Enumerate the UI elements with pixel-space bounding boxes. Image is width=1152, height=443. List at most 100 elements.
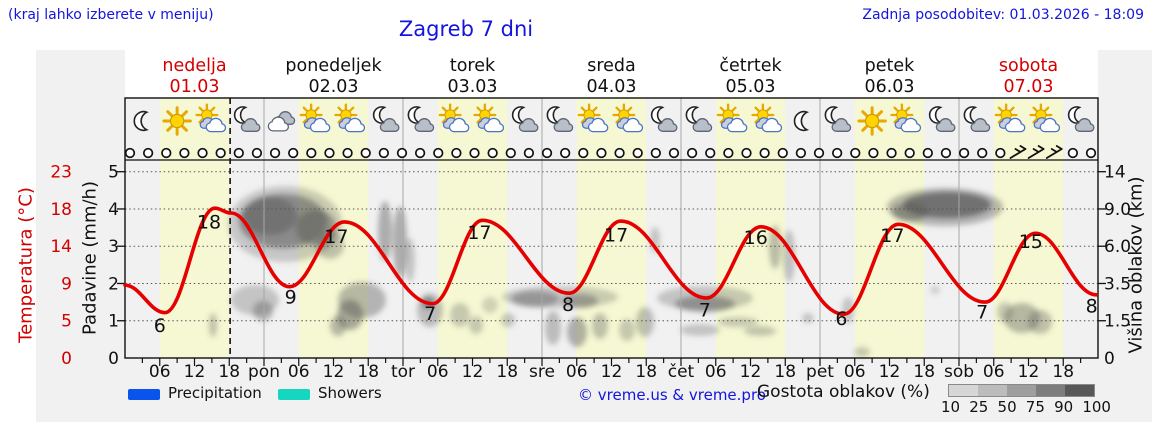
wind-calm-icon	[1085, 147, 1097, 159]
cloud-density-blob	[511, 291, 559, 307]
temperature-point-label: 18	[197, 211, 221, 233]
day-name-label: torek	[450, 56, 496, 76]
wind-calm-icon	[179, 147, 190, 159]
cloud-density-blob	[450, 303, 470, 327]
wind-calm-icon	[741, 147, 752, 159]
precipitation-tick-label: 5	[108, 163, 119, 183]
wind-calm-icon	[396, 147, 408, 159]
cloud-icon	[553, 118, 574, 132]
day-date-label: 06.03	[864, 77, 914, 97]
sun-cloud-weather-icon	[334, 103, 366, 133]
moon-weather-icon	[133, 110, 149, 132]
showers-legend-label: Showers	[318, 384, 382, 402]
time-axis-label: 18	[913, 362, 935, 382]
cloud-density-blob	[482, 297, 498, 313]
cloud-density-blob	[854, 347, 870, 357]
wind-calm-icon	[668, 147, 680, 159]
sun-cloud-weather-icon	[577, 103, 609, 133]
moon-cloud-weather-icon	[546, 106, 574, 132]
cloud-icon	[414, 118, 435, 132]
moon-icon	[372, 106, 387, 124]
sun-cloud-weather-icon	[612, 103, 644, 133]
temperature-tick-label: 23	[50, 163, 72, 183]
cloud-height-tick-label: 6.0	[1104, 237, 1131, 257]
moon-cloud-weather-icon	[824, 106, 852, 132]
moon-icon	[685, 106, 700, 124]
precipitation-tick-label: 4	[108, 200, 119, 220]
cloud-height-tick-label: 3.5	[1104, 274, 1131, 294]
cloud-density-gradient-step	[949, 385, 978, 396]
cloud-icon	[344, 117, 366, 133]
cloud-height-tick-label: 9.0	[1104, 200, 1131, 220]
wind-calm-icon	[215, 147, 226, 159]
precipitation-tick-label: 0	[108, 349, 119, 369]
wind-calm-icon	[813, 147, 825, 159]
showers-swatch	[278, 389, 310, 400]
day-date-label: 01.03	[169, 77, 219, 97]
day-name-label: četrtek	[719, 56, 782, 76]
moon-icon	[928, 106, 943, 124]
wind-barb-icon	[1009, 145, 1027, 159]
cloud-density-blob	[209, 313, 217, 337]
cloud-density-gradient-step	[1036, 385, 1065, 396]
time-axis-label: sre	[529, 362, 555, 382]
time-axis-label: pon	[248, 362, 280, 382]
wind-calm-icon	[360, 147, 371, 159]
cloud-density-blob	[592, 313, 608, 339]
precipitation-swatch	[128, 389, 160, 400]
time-axis-label: 06	[149, 362, 171, 382]
time-axis-label: 18	[635, 362, 657, 382]
wind-calm-icon	[705, 147, 716, 159]
temperature-tick-label: 0	[61, 349, 72, 369]
cloud-icon	[657, 118, 678, 132]
cloud-height-tick-label: 0	[1104, 349, 1115, 369]
time-axis-label: sob	[944, 362, 974, 382]
wind-calm-icon	[560, 147, 571, 159]
moon-icon	[963, 106, 978, 124]
cloud-icon	[267, 116, 290, 132]
cloud-icon	[483, 117, 505, 133]
wind-calm-icon	[269, 147, 281, 159]
copyright-link[interactable]: © vreme.us & vreme.pro	[578, 386, 766, 404]
temperature-point-label: 7	[699, 300, 711, 322]
cloud-icon	[1074, 118, 1095, 132]
time-axis-label: 06	[983, 362, 1005, 382]
cloud-density-blob	[842, 297, 854, 323]
wind-calm-icon	[614, 147, 625, 159]
wind-calm-icon	[995, 147, 1006, 159]
cloud-icon	[518, 118, 539, 132]
precipitation-legend-label: Precipitation	[168, 384, 262, 402]
moon-icon	[824, 106, 839, 124]
sun-icon	[438, 103, 462, 127]
cloud-density-blob	[253, 301, 273, 321]
wind-calm-icon	[904, 147, 915, 159]
time-axis-label: pet	[806, 362, 834, 382]
temperature-tick-label: 18	[50, 200, 72, 220]
sun-cloud-weather-icon	[716, 103, 748, 133]
wind-calm-icon	[342, 147, 353, 159]
temperature-point-label: 6	[835, 308, 847, 330]
moon-cloud-weather-icon	[1067, 106, 1095, 132]
cloud-density-tick: 75	[1025, 398, 1045, 416]
cloud-height-tick-label: 14	[1104, 163, 1126, 183]
wind-calm-icon	[124, 147, 136, 159]
cloud-weather-icon	[267, 111, 296, 132]
cloud-icon	[831, 118, 852, 132]
wind-barb-icon	[1045, 145, 1063, 159]
day-date-label: 05.03	[725, 77, 775, 97]
location-hint: (kraj lahko izberete v meniju)	[8, 7, 214, 23]
cloud-icon	[1039, 117, 1061, 133]
wind-calm-icon	[578, 147, 589, 159]
wind-calm-icon	[233, 147, 244, 159]
cloud-density-blob	[718, 317, 758, 327]
temperature-point-label: 17	[604, 224, 628, 246]
cloud-icon	[900, 117, 922, 133]
wind-calm-icon	[958, 147, 970, 159]
daylight-band	[159, 98, 230, 358]
cloud-density-blob	[636, 307, 654, 337]
moon-icon	[1067, 106, 1082, 124]
cloud-density-gradient-step	[1007, 385, 1036, 396]
wind-calm-icon	[197, 147, 208, 159]
